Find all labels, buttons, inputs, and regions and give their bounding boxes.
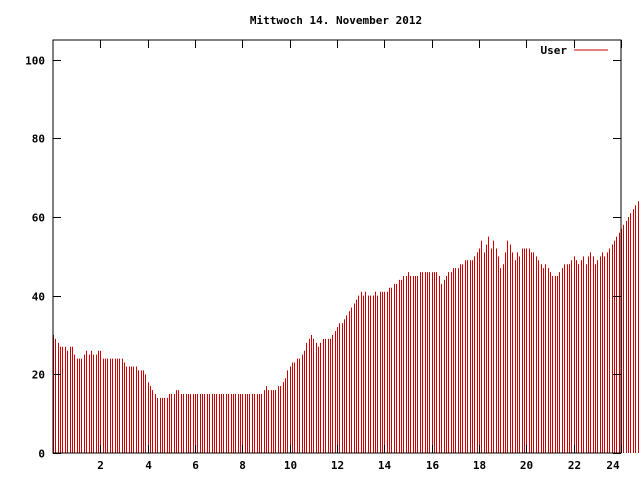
x-tick-label: 24 [606, 459, 620, 472]
y-tick-label: 0 [38, 448, 45, 461]
y-tick-label: 40 [32, 291, 45, 304]
x-tick-label: 16 [426, 459, 440, 472]
x-tick-label: 4 [145, 459, 152, 472]
x-tick-label: 2 [97, 459, 104, 472]
chart-title: Mittwoch 14. November 2012 [250, 14, 422, 27]
x-tick-label: 14 [378, 459, 392, 472]
x-tick-label: 22 [568, 459, 581, 472]
x-tick-label: 10 [284, 459, 297, 472]
x-tick-label: 8 [239, 459, 246, 472]
x-tick-label: 20 [520, 459, 533, 472]
legend-label-user: User [541, 44, 568, 57]
y-axis: 0 20 40 60 80 100 [25, 55, 621, 461]
x-tick-label: 18 [473, 459, 486, 472]
y-tick-label: 20 [32, 369, 45, 382]
x-axis: 2 4 6 8 10 12 14 16 18 20 22 24 [97, 40, 622, 472]
y-tick-label: 80 [32, 133, 45, 146]
x-tick-label: 12 [331, 459, 344, 472]
legend: User [541, 44, 608, 57]
bars-group [53, 201, 639, 453]
y-tick-label: 100 [25, 55, 45, 68]
x-tick-label: 6 [192, 459, 199, 472]
y-tick-label: 60 [32, 212, 45, 225]
